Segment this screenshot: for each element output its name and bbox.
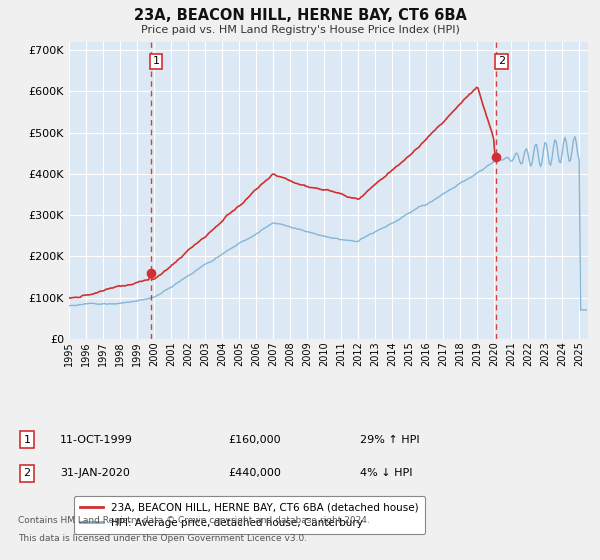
Text: 23A, BEACON HILL, HERNE BAY, CT6 6BA: 23A, BEACON HILL, HERNE BAY, CT6 6BA	[134, 8, 466, 24]
Text: £440,000: £440,000	[228, 468, 281, 478]
Text: This data is licensed under the Open Government Licence v3.0.: This data is licensed under the Open Gov…	[18, 534, 307, 543]
Legend: 23A, BEACON HILL, HERNE BAY, CT6 6BA (detached house), HPI: Average price, detac: 23A, BEACON HILL, HERNE BAY, CT6 6BA (de…	[74, 496, 425, 534]
Text: 29% ↑ HPI: 29% ↑ HPI	[360, 435, 419, 445]
Text: 31-JAN-2020: 31-JAN-2020	[60, 468, 130, 478]
Text: 2: 2	[498, 57, 505, 67]
Text: £160,000: £160,000	[228, 435, 281, 445]
Text: 1: 1	[152, 57, 160, 67]
Text: 4% ↓ HPI: 4% ↓ HPI	[360, 468, 413, 478]
Text: Contains HM Land Registry data © Crown copyright and database right 2024.: Contains HM Land Registry data © Crown c…	[18, 516, 370, 525]
Text: 11-OCT-1999: 11-OCT-1999	[60, 435, 133, 445]
Text: 1: 1	[23, 435, 31, 445]
Text: Price paid vs. HM Land Registry's House Price Index (HPI): Price paid vs. HM Land Registry's House …	[140, 25, 460, 35]
Text: 2: 2	[23, 468, 31, 478]
